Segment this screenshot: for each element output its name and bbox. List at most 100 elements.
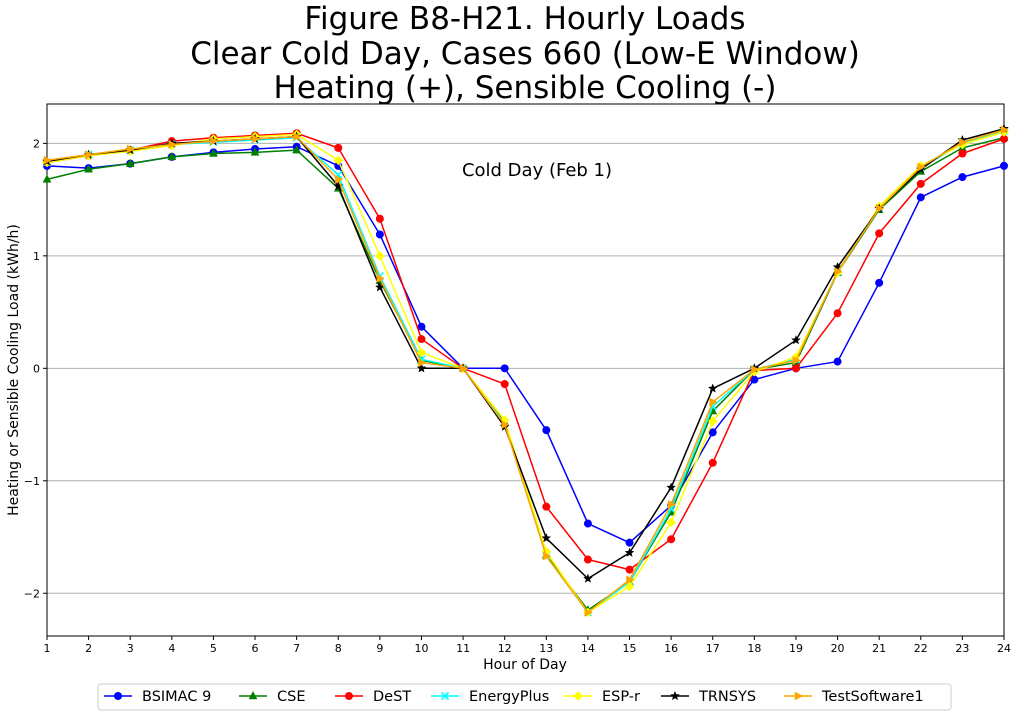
chart-annotation: Cold Day (Feb 1)	[462, 160, 612, 181]
data-point	[251, 134, 261, 144]
y-tick-label: 0	[33, 362, 40, 375]
data-point	[501, 420, 510, 429]
data-point	[791, 334, 801, 345]
legend-item: TRNSYS	[661, 689, 756, 705]
data-point	[667, 535, 676, 544]
data-point	[418, 358, 427, 368]
data-point	[375, 230, 384, 239]
data-point	[875, 204, 885, 214]
data-point	[791, 364, 800, 373]
data-point	[917, 162, 926, 172]
data-point	[709, 397, 718, 407]
data-point	[126, 144, 136, 154]
series-line	[46, 132, 1005, 571]
legend-item: TestSoftware1	[784, 689, 924, 705]
data-point	[210, 136, 219, 146]
data-point	[916, 193, 925, 202]
x-tick-label: 10	[414, 642, 428, 655]
data-point	[1000, 125, 1010, 135]
legend-frame	[97, 683, 952, 711]
legend-label: TestSoftware1	[821, 689, 924, 705]
data-point	[833, 309, 842, 318]
legend-marker	[794, 691, 804, 701]
x-tick-label: 15	[623, 642, 637, 655]
legend-label: ESP-r	[602, 689, 640, 705]
data-point	[833, 357, 842, 366]
y-tick-label: 2	[33, 137, 40, 150]
y-tick-label: 1	[33, 250, 40, 263]
chart-title-line-2: Clear Cold Day, Cases 660 (Low-E Window)	[190, 36, 860, 72]
x-tick-label: 12	[498, 642, 512, 655]
x-tick-label: 20	[831, 642, 845, 655]
data-point	[209, 148, 218, 157]
x-tick-label: 1	[44, 642, 51, 655]
x-tick-label: 9	[376, 642, 383, 655]
data-point	[958, 173, 967, 182]
data-point	[84, 164, 94, 173]
legend-item: EnergyPlus	[431, 689, 549, 705]
legend-label: BSIMAC 9	[142, 689, 211, 705]
x-tick-label: 21	[872, 642, 886, 655]
data-point	[335, 174, 344, 184]
data-point	[500, 380, 509, 389]
data-point	[834, 267, 843, 277]
legend-marker	[114, 692, 122, 700]
x-tick-label: 14	[581, 642, 595, 655]
data-point	[250, 147, 260, 156]
chart-title-line-3: Heating (+), Sensible Cooling (-)	[274, 70, 777, 106]
legend-marker	[573, 691, 583, 701]
data-point	[666, 482, 677, 492]
data-point	[333, 155, 344, 166]
x-tick-label: 3	[127, 642, 134, 655]
x-tick-label: 4	[168, 642, 175, 655]
x-tick-label: 7	[293, 642, 300, 655]
data-point	[1000, 161, 1008, 170]
data-point	[875, 278, 884, 287]
series-line	[46, 145, 1005, 544]
data-point	[667, 499, 677, 509]
legend-items: BSIMAC 9 CSE DeST EnergyPlus ESP-r TRNSYS Test…	[104, 689, 924, 705]
x-axis-ticks: 1 2 3 4 5 6 7 8 9 10 11 12 13 14 15 16 17 18 19 20 21 22 23 24	[44, 636, 1011, 655]
x-tick-label: 24	[997, 642, 1011, 655]
x-tick-label: 11	[456, 642, 470, 655]
data-point	[958, 149, 967, 158]
x-tick-label: 5	[210, 642, 217, 655]
legend: BSIMAC 9 CSE DeST EnergyPlus ESP-r TRNSYS Test…	[97, 683, 952, 711]
data-point	[541, 532, 552, 543]
legend-label: EnergyPlus	[469, 689, 549, 705]
y-axis-ticks: −2 −1 0 1 2	[24, 137, 47, 600]
x-tick-label: 8	[335, 642, 342, 655]
data-point	[916, 179, 925, 188]
y-axis-label: Heating or Sensible Cooling Load (kWh/h)	[6, 224, 22, 516]
data-point	[85, 150, 94, 160]
data-point	[334, 143, 343, 152]
data-point	[792, 356, 801, 365]
data-point	[42, 174, 52, 183]
y-tick-label: −1	[24, 475, 40, 488]
chart-title-line-1: Figure B8-H21. Hourly Loads	[304, 1, 745, 37]
legend-marker	[670, 690, 680, 701]
series-layer	[42, 123, 1010, 618]
series-testsoftware1	[43, 125, 1010, 617]
data-point	[542, 502, 551, 511]
data-point	[583, 519, 592, 528]
x-tick-label: 16	[664, 642, 678, 655]
data-point	[875, 229, 884, 238]
data-point	[459, 363, 469, 373]
legend-item: DeST	[335, 689, 411, 705]
data-point	[500, 364, 509, 373]
y-tick-label: −2	[24, 587, 40, 600]
data-point	[543, 551, 552, 561]
data-point	[626, 575, 635, 585]
data-point	[293, 132, 302, 142]
data-point	[708, 458, 717, 467]
data-point	[584, 607, 593, 617]
data-point	[959, 137, 968, 147]
data-point	[417, 335, 426, 344]
data-point	[417, 322, 426, 331]
x-axis-label: Hour of Day	[483, 657, 567, 673]
data-point	[292, 145, 302, 154]
data-point	[376, 273, 385, 283]
